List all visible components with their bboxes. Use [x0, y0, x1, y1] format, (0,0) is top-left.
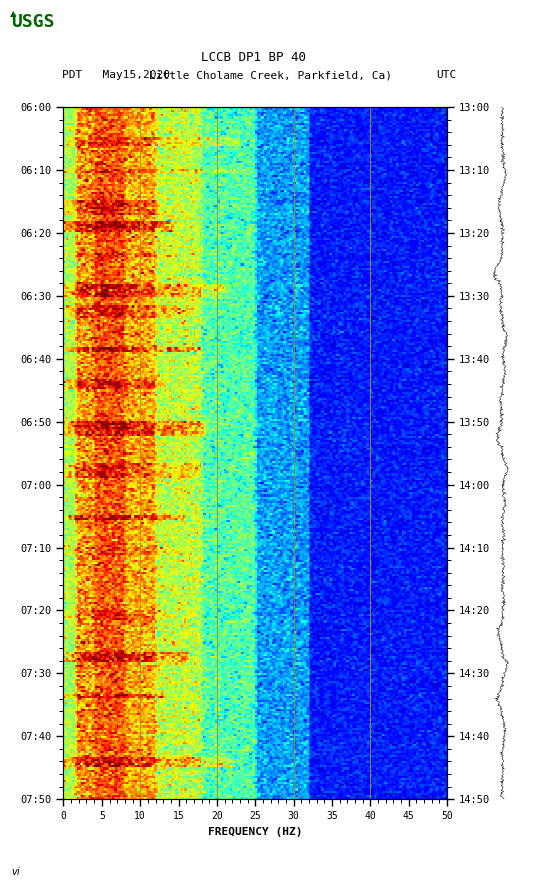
Text: UTC: UTC: [436, 70, 457, 80]
Text: $\it{vi}$: $\it{vi}$: [11, 865, 22, 877]
Text: PDT   May15,2020: PDT May15,2020: [62, 70, 171, 80]
Text: Little Cholame Creek, Parkfield, Ca): Little Cholame Creek, Parkfield, Ca): [149, 70, 392, 80]
Text: LCCB DP1 BP 40: LCCB DP1 BP 40: [201, 51, 306, 63]
X-axis label: FREQUENCY (HZ): FREQUENCY (HZ): [208, 827, 302, 837]
Text: USGS: USGS: [11, 13, 55, 31]
Text: ▲: ▲: [10, 9, 17, 18]
